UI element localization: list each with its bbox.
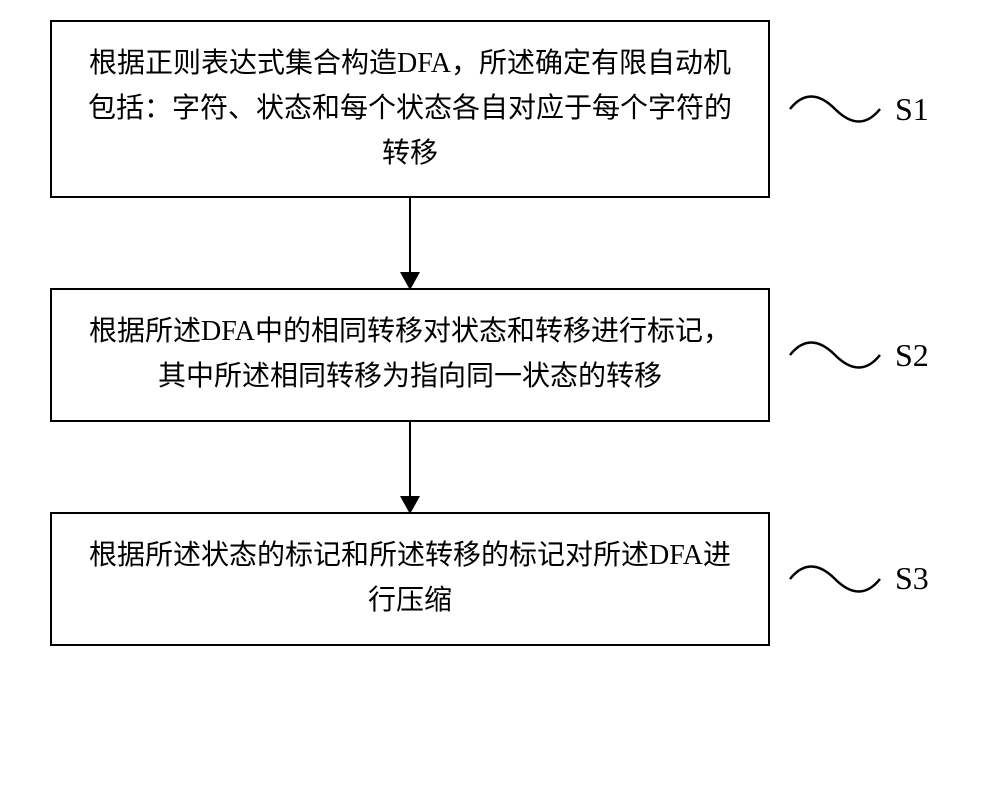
step-box-2: 根据所述DFA中的相同转移对状态和转移进行标记，其中所述相同转移为指向同一状态的… — [50, 288, 770, 422]
step-row-3: 根据所述状态的标记和所述转移的标记对所述DFA进行压缩 S3 — [50, 512, 950, 646]
step-box-3: 根据所述状态的标记和所述转移的标记对所述DFA进行压缩 — [50, 512, 770, 646]
step-label: S3 — [895, 560, 929, 597]
arrow-container-1 — [50, 198, 770, 288]
arrow-down-icon — [409, 422, 411, 512]
step-label: S1 — [895, 91, 929, 128]
step-label: S2 — [895, 337, 929, 374]
flowchart-container: 根据正则表达式集合构造DFA，所述确定有限自动机包括：字符、状态和每个状态各自对… — [50, 20, 950, 646]
label-group-3: S3 — [785, 549, 929, 609]
wave-icon — [785, 325, 885, 385]
label-group-1: S1 — [785, 79, 929, 139]
step-row-2: 根据所述DFA中的相同转移对状态和转移进行标记，其中所述相同转移为指向同一状态的… — [50, 288, 950, 422]
arrow-container-2 — [50, 422, 770, 512]
wave-icon — [785, 79, 885, 139]
step-text: 根据正则表达式集合构造DFA，所述确定有限自动机包括：字符、状态和每个状态各自对… — [88, 48, 732, 169]
arrow-down-icon — [409, 198, 411, 288]
step-text: 根据所述DFA中的相同转移对状态和转移进行标记，其中所述相同转移为指向同一状态的… — [89, 316, 731, 392]
wave-icon — [785, 549, 885, 609]
label-group-2: S2 — [785, 325, 929, 385]
step-text: 根据所述状态的标记和所述转移的标记对所述DFA进行压缩 — [89, 540, 731, 616]
step-row-1: 根据正则表达式集合构造DFA，所述确定有限自动机包括：字符、状态和每个状态各自对… — [50, 20, 950, 198]
step-box-1: 根据正则表达式集合构造DFA，所述确定有限自动机包括：字符、状态和每个状态各自对… — [50, 20, 770, 198]
